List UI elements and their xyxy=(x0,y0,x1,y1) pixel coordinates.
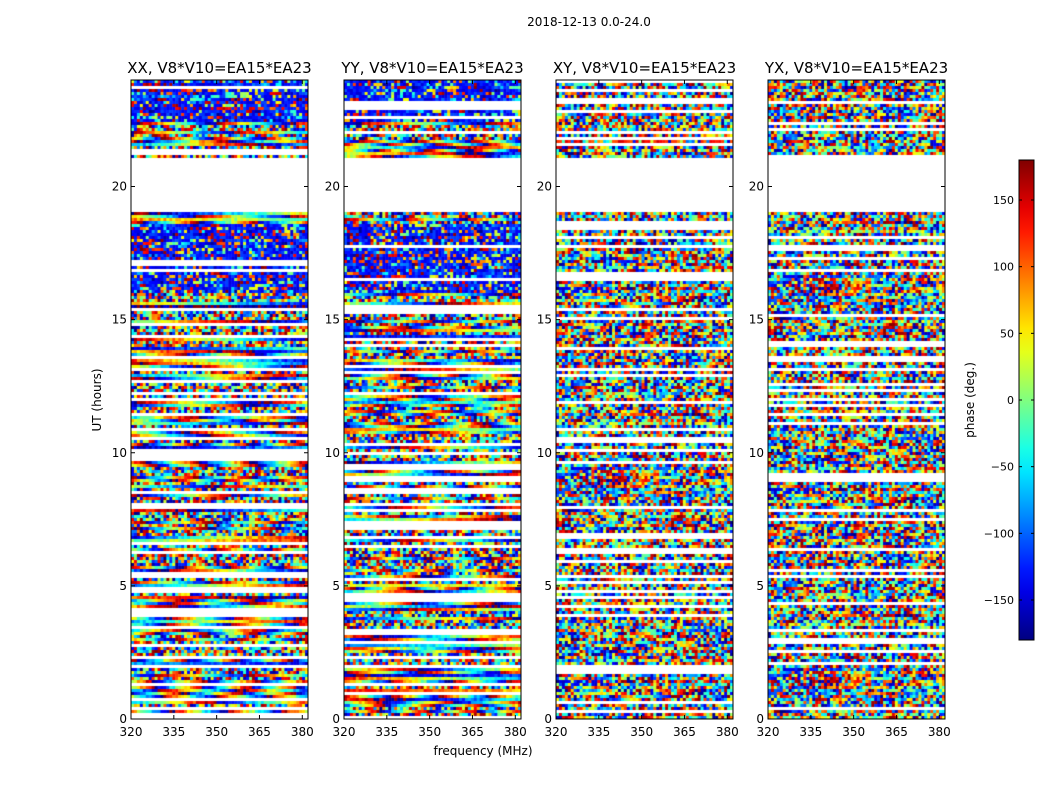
phase-heatmap xyxy=(131,80,308,719)
phase-heatmap xyxy=(344,80,521,719)
x-tick-label: 365 xyxy=(248,725,271,739)
x-tick-label: 320 xyxy=(545,725,568,739)
panel-frame xyxy=(343,79,522,720)
colorbar-label: phase (deg.) xyxy=(963,362,977,438)
x-tick-label: 380 xyxy=(716,725,739,739)
y-tick-label: 0 xyxy=(756,712,764,726)
colorbar-tick-label: 100 xyxy=(993,261,1014,274)
x-tick-label: 335 xyxy=(587,725,610,739)
colorbar-tick-label: −100 xyxy=(984,527,1014,540)
y-axis-label: UT (hours) xyxy=(90,368,104,431)
y-tick-label: 0 xyxy=(332,712,340,726)
y-tick-label: 20 xyxy=(325,180,340,194)
x-tick-label: 350 xyxy=(842,725,865,739)
y-tick-label: 0 xyxy=(544,712,552,726)
colorbar-tick-label: 0 xyxy=(1007,394,1014,407)
y-tick-label: 10 xyxy=(112,446,127,460)
y-tick-label: 0 xyxy=(119,712,127,726)
y-tick-label: 10 xyxy=(749,446,764,460)
x-tick-label: 335 xyxy=(799,725,822,739)
x-tick-label: 350 xyxy=(630,725,653,739)
y-tick-label: 15 xyxy=(112,313,127,327)
colorbar-tick-label: 150 xyxy=(993,194,1014,207)
phase-heatmap xyxy=(768,80,945,719)
x-tick-label: 320 xyxy=(333,725,356,739)
x-tick-label: 335 xyxy=(162,725,185,739)
colorbar-tick-label: −50 xyxy=(991,461,1014,474)
y-tick-label: 20 xyxy=(537,180,552,194)
x-tick-label: 365 xyxy=(885,725,908,739)
figure-suptitle: 2018-12-13 0.0-24.0 xyxy=(527,15,651,29)
y-tick-label: 20 xyxy=(112,180,127,194)
x-tick-label: 380 xyxy=(504,725,527,739)
x-tick-label: 380 xyxy=(928,725,951,739)
y-tick-label: 10 xyxy=(325,446,340,460)
panel-title: XX, V8*V10=EA15*EA23 xyxy=(127,59,311,77)
colorbar-tick-label: −150 xyxy=(984,594,1014,607)
x-tick-label: 365 xyxy=(461,725,484,739)
panel-xy: XY, V8*V10=EA15*EA23 320 335 350 365 380 0 5 10 1… xyxy=(537,59,739,739)
x-tick-label: 350 xyxy=(418,725,441,739)
y-tick-label: 5 xyxy=(332,579,340,593)
x-tick-label: 320 xyxy=(120,725,143,739)
panel-title: YY, V8*V10=EA15*EA23 xyxy=(340,59,523,77)
panel-yy: YY, V8*V10=EA15*EA23 320 335 350 365 380 0 5 10 1… xyxy=(325,59,527,739)
y-tick-label: 10 xyxy=(537,446,552,460)
phase-heatmap xyxy=(556,80,733,719)
panel-frame xyxy=(130,79,309,720)
x-tick-label: 320 xyxy=(757,725,780,739)
y-tick-label: 15 xyxy=(325,313,340,327)
y-tick-label: 5 xyxy=(544,579,552,593)
colorbar-tick-label: 50 xyxy=(1000,327,1014,340)
panel-title: YX, V8*V10=EA15*EA23 xyxy=(764,59,948,77)
panel-frame xyxy=(767,79,946,720)
panel-frame xyxy=(555,79,734,720)
panel-yx: YX, V8*V10=EA15*EA23 320 335 350 365 380 0 5 10 1… xyxy=(749,59,951,739)
y-tick-label: 15 xyxy=(537,313,552,327)
y-tick-label: 5 xyxy=(119,579,127,593)
x-tick-label: 350 xyxy=(205,725,228,739)
panel-title: XY, V8*V10=EA15*EA23 xyxy=(553,59,736,77)
x-tick-label: 380 xyxy=(291,725,314,739)
y-tick-label: 5 xyxy=(756,579,764,593)
y-tick-label: 15 xyxy=(749,313,764,327)
y-tick-label: 20 xyxy=(749,180,764,194)
x-axis-label: frequency (MHz) xyxy=(433,744,532,758)
panel-xx: XX, V8*V10=EA15*EA23 320 335 350 365 380 0 5 10 1… xyxy=(112,59,314,739)
x-tick-label: 365 xyxy=(673,725,696,739)
colorbar: 150 100 50 0 −50 −100 −150 xyxy=(984,159,1035,641)
x-tick-label: 335 xyxy=(375,725,398,739)
